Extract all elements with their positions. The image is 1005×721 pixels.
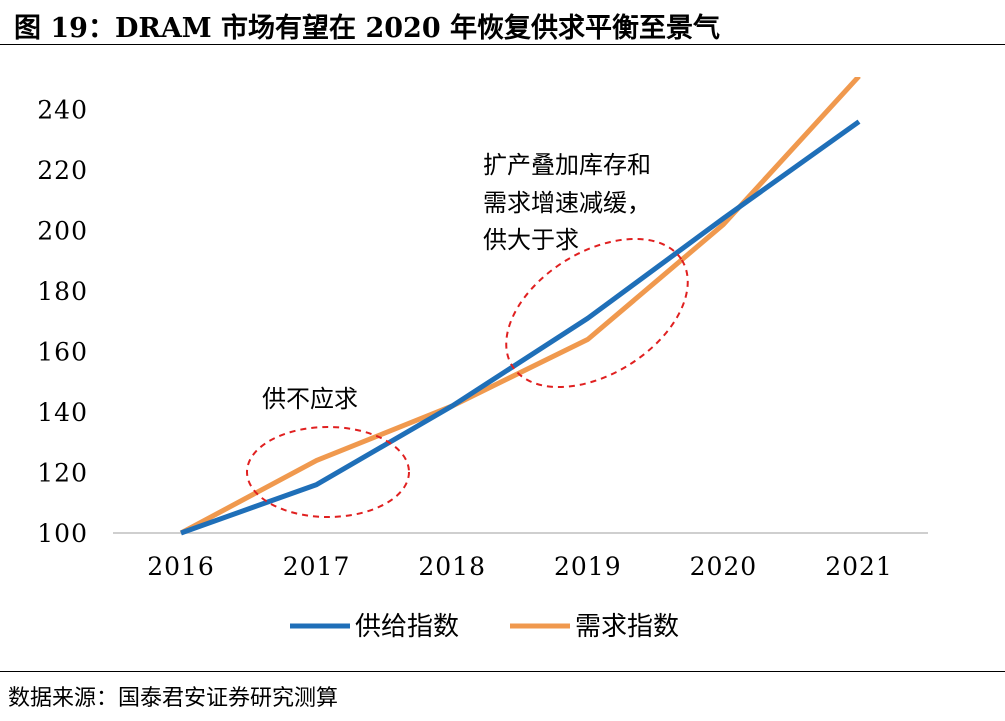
y-tick-label: 120 — [37, 459, 88, 488]
x-tick-label: 2017 — [283, 552, 351, 581]
y-tick-label: 240 — [37, 96, 88, 125]
annotation-shortage: 供不应求 — [262, 385, 358, 413]
y-axis-ticks: 100 120 140 160 180 200 220 240 — [37, 96, 88, 549]
y-tick-label: 100 — [37, 519, 88, 548]
x-tick-label: 2019 — [554, 552, 622, 581]
x-tick-label: 2016 — [147, 552, 215, 581]
x-tick-label: 2020 — [690, 552, 758, 581]
x-axis-ticks: 2016 2017 2018 2019 2020 2021 — [147, 552, 893, 581]
annotation-oversupply-line-2: 需求增速减缓， — [483, 189, 651, 217]
y-tick-label: 220 — [37, 156, 88, 185]
y-tick-label: 200 — [37, 217, 88, 246]
x-tick-label: 2018 — [418, 552, 486, 581]
top-rule — [0, 44, 1005, 45]
legend-label-demand: 需求指数 — [575, 612, 679, 642]
oversupply-ellipse — [505, 237, 689, 389]
annotation-oversupply-line-1: 扩产叠加库存和 — [483, 151, 651, 179]
legend: 供给指数 需求指数 — [290, 612, 679, 642]
y-tick-label: 180 — [37, 277, 88, 306]
chart-title: 图 19：DRAM 市场有望在 2020 年恢复供求平衡至景气 — [14, 13, 721, 44]
y-tick-label: 140 — [37, 398, 88, 427]
series-lines — [179, 77, 861, 536]
annotations: 供不应求 扩产叠加库存和 需求增速减缓， 供大于求 — [246, 151, 689, 518]
bottom-rule — [0, 671, 1005, 672]
x-tick-label: 2021 — [825, 552, 893, 581]
source-note: 数据来源：国泰君安证券研究测算 — [8, 686, 339, 711]
legend-label-supply: 供给指数 — [355, 612, 459, 642]
series-line-supply — [180, 119, 861, 536]
annotation-oversupply-line-3: 供大于求 — [483, 226, 579, 254]
y-tick-label: 160 — [37, 338, 88, 367]
shortage-ellipse — [246, 426, 410, 518]
